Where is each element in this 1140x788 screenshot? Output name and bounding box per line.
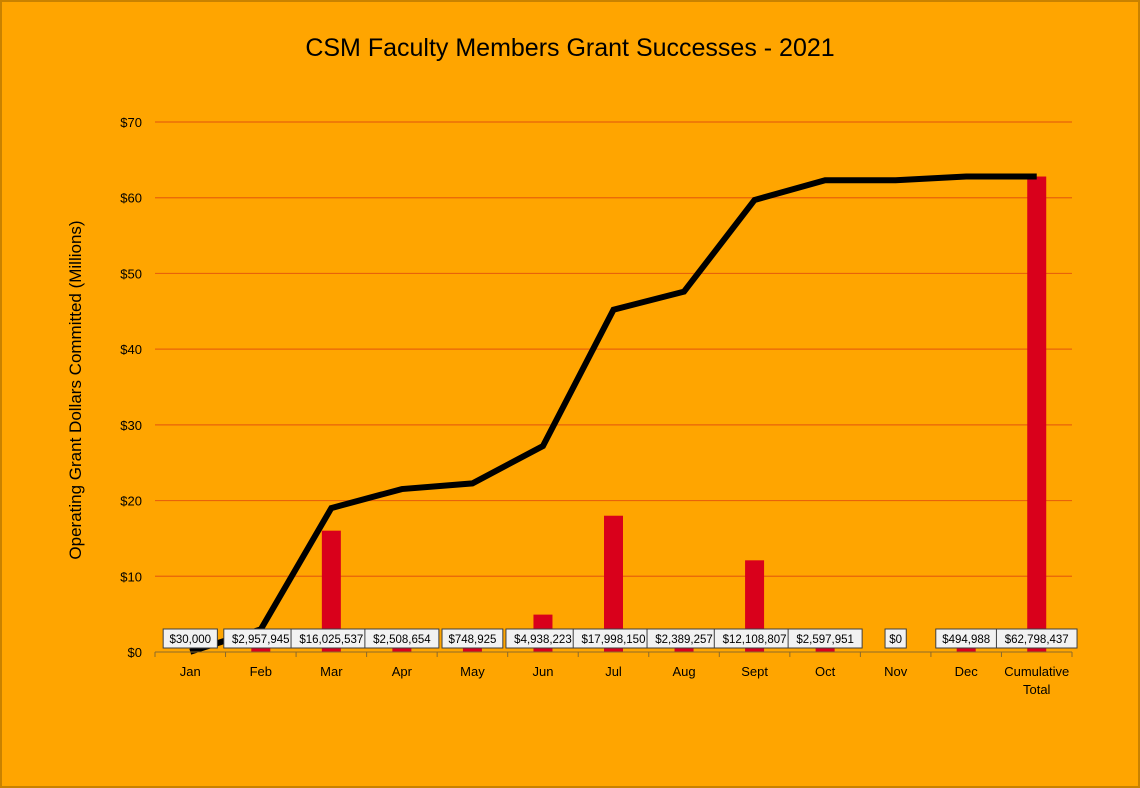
svg-text:$12,108,807: $12,108,807	[723, 634, 787, 646]
x-tick-label: Dec	[955, 664, 979, 679]
y-tick-label: $30	[120, 418, 142, 433]
x-tick-label: Mar	[320, 664, 343, 679]
data-labels: $30,000 $2,957,945 $16,025,537 $2,508,654 $7…	[162, 628, 1078, 649]
data-label: $4,938,223	[505, 628, 581, 649]
bar	[604, 515, 623, 652]
x-tick-label: Aug	[672, 664, 695, 679]
bar-series	[180, 176, 1047, 652]
data-label: $2,508,654	[364, 628, 440, 649]
x-tick-label: Total	[1023, 682, 1051, 697]
y-tick-label: $70	[120, 115, 142, 130]
svg-text:$30,000: $30,000	[169, 634, 211, 646]
x-tick-label: Oct	[815, 664, 836, 679]
cumulative-line-series	[189, 173, 1037, 655]
data-label: $2,957,945	[223, 628, 299, 649]
y-tick-label: $40	[120, 342, 142, 357]
gridlines	[155, 121, 1072, 577]
y-tick-label: $20	[120, 494, 142, 509]
bar	[462, 646, 482, 652]
svg-text:$62,798,437: $62,798,437	[1005, 634, 1069, 646]
svg-text:$0: $0	[889, 634, 902, 646]
svg-text:$17,998,150: $17,998,150	[582, 634, 646, 646]
x-tick-label: Jun	[532, 664, 553, 679]
x-tick-label: Sept	[741, 664, 768, 679]
cumulative-line	[189, 173, 1037, 655]
data-label: $12,108,807	[713, 628, 796, 649]
x-tick-label: May	[460, 664, 485, 679]
y-tick-label: $10	[120, 569, 142, 584]
svg-text:$16,025,537: $16,025,537	[299, 634, 363, 646]
svg-text:$4,938,223: $4,938,223	[514, 634, 572, 646]
x-tick-label: Cumulative	[1004, 664, 1069, 679]
x-tick-label: Jan	[180, 664, 201, 679]
svg-text:$494,988: $494,988	[942, 634, 990, 646]
svg-text:$2,508,654: $2,508,654	[373, 634, 431, 646]
x-tick-label: Apr	[392, 664, 413, 679]
bar	[321, 530, 341, 652]
data-label: $0	[884, 628, 907, 649]
x-axis: Jan Feb Mar Apr May Jun Jul Aug Sept Oct Nov Dec Cum…	[154, 651, 1073, 697]
y-axis-ticks: $0 $10 $20 $30 $40 $50 $60 $70	[120, 115, 142, 660]
data-label: $16,025,537	[290, 628, 373, 649]
data-label: $17,998,150	[572, 628, 655, 649]
svg-text:$2,597,951: $2,597,951	[796, 634, 854, 646]
x-tick-label: Jul	[605, 664, 622, 679]
svg-text:$2,957,945: $2,957,945	[232, 634, 290, 646]
data-label: $30,000	[162, 628, 218, 649]
x-tick-label: Feb	[250, 664, 272, 679]
data-label: $748,925	[441, 628, 504, 649]
data-label: $494,988	[935, 628, 998, 649]
y-tick-label: $50	[120, 266, 142, 281]
bar	[1027, 176, 1047, 652]
svg-text:$2,389,257: $2,389,257	[655, 634, 713, 646]
data-label: $62,798,437	[995, 628, 1078, 649]
x-tick-label: Nov	[884, 664, 908, 679]
y-tick-label: $60	[120, 191, 142, 206]
chart-title: CSM Faculty Members Grant Successes - 20…	[305, 34, 835, 62]
data-label: $2,597,951	[787, 628, 863, 649]
data-label: $2,389,257	[646, 628, 722, 649]
y-tick-label: $0	[128, 645, 142, 660]
bar	[956, 648, 976, 652]
svg-text:$748,925: $748,925	[448, 634, 496, 646]
